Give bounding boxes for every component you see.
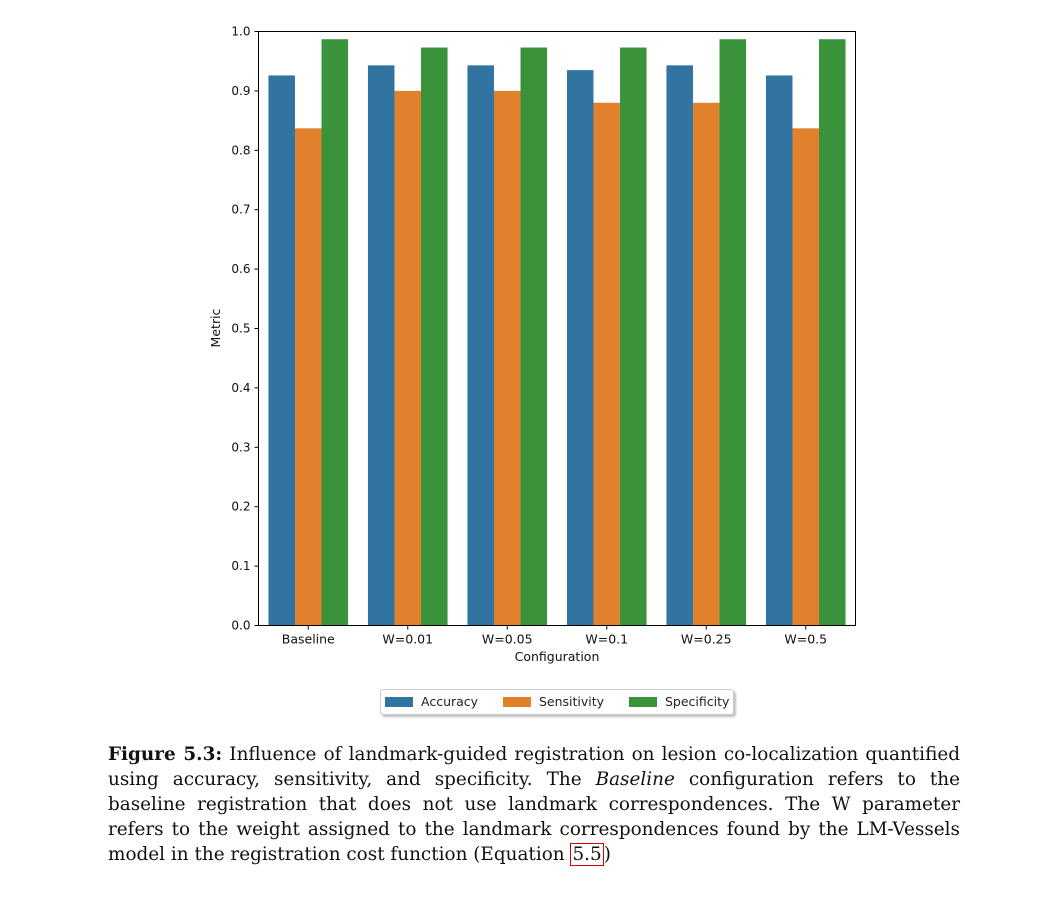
legend: Accuracy Sensitivity Specificity	[380, 689, 734, 715]
x-tick-label: W=0.1	[585, 632, 628, 647]
bar-accuracy-2	[467, 65, 494, 626]
bar-sensitivity-3	[593, 102, 621, 626]
y-tick-label: 0.2	[231, 500, 250, 514]
plot-frame	[258, 31, 856, 626]
equation-reference-link[interactable]: 5.5	[570, 843, 604, 866]
bar-specificity-5	[819, 39, 846, 626]
x-axis-label: Configuration	[515, 649, 600, 664]
y-tick-label: 0.5	[231, 322, 250, 336]
bar-accuracy-3	[566, 70, 594, 626]
y-tick-label: 0.0	[231, 619, 250, 633]
x-axis-ticks: Baseline W=0.01 W=0.05 W=0.1 W=0.25 W=0.5	[282, 625, 827, 647]
y-tick-label: 0.6	[231, 262, 250, 276]
legend-label-accuracy: Accuracy	[421, 694, 479, 709]
bar-specificity-2	[520, 47, 548, 626]
bar-sensitivity-2	[493, 90, 521, 626]
bar-specificity-1	[421, 47, 448, 626]
x-tick-label: W=0.5	[784, 632, 827, 647]
y-tick-label: 0.3	[231, 440, 250, 454]
caption-italic: Baseline	[595, 769, 675, 790]
y-tick-label: 0.7	[231, 203, 250, 217]
y-tick-label: 1.0	[231, 25, 250, 39]
legend-swatch-sensitivity	[503, 697, 531, 707]
legend-label-sensitivity: Sensitivity	[539, 694, 605, 709]
legend-swatch-accuracy	[385, 697, 413, 707]
caption-label: Figure 5.3:	[108, 744, 223, 765]
x-tick-label: W=0.05	[482, 632, 533, 647]
bar-accuracy-0	[268, 75, 295, 626]
legend-item-accuracy: Accuracy	[385, 694, 478, 709]
y-tick-label: 0.9	[231, 84, 250, 98]
bar-sensitivity-1	[394, 90, 422, 626]
legend-item-sensitivity: Sensitivity	[503, 694, 604, 709]
bar-sensitivity-4	[692, 102, 720, 626]
bar-chart: 0.0 0.1 0.2 0.3 0.4 0.5 0.6 0.7 0.8 0.9 1.0 Baseli…	[208, 25, 856, 664]
y-axis-ticks: 0.0 0.1 0.2 0.3 0.4 0.5 0.6 0.7 0.8 0.9 1.0	[231, 25, 259, 633]
caption-text-3: )	[603, 844, 611, 865]
y-tick-label: 0.8	[231, 143, 250, 157]
bar-accuracy-5	[765, 75, 793, 626]
caption-text-2: configuration refers to the baseline reg…	[108, 769, 960, 865]
figure-caption: Figure 5.3: Influence of landmark-guided…	[108, 742, 960, 867]
bar-accuracy-1	[367, 65, 395, 626]
x-tick-label: W=0.01	[382, 632, 433, 647]
legend-item-specificity: Specificity	[629, 694, 729, 709]
legend-swatch-specificity	[629, 697, 657, 707]
bar-sensitivity-0	[294, 128, 322, 626]
y-tick-label: 0.1	[231, 559, 250, 573]
bar-sensitivity-5	[792, 128, 820, 626]
y-tick-label: 0.4	[231, 381, 250, 395]
y-axis-label: Metric	[208, 308, 223, 347]
bars-group	[268, 39, 846, 626]
legend-label-specificity: Specificity	[665, 694, 730, 709]
x-tick-label: W=0.25	[681, 632, 732, 647]
bar-specificity-0	[321, 39, 349, 626]
x-tick-label: Baseline	[282, 632, 335, 647]
bar-specificity-4	[719, 39, 747, 626]
bar-specificity-3	[620, 47, 647, 626]
bar-accuracy-4	[666, 65, 693, 626]
caption-text-1: Influence of landmark-guided registratio…	[108, 744, 960, 790]
